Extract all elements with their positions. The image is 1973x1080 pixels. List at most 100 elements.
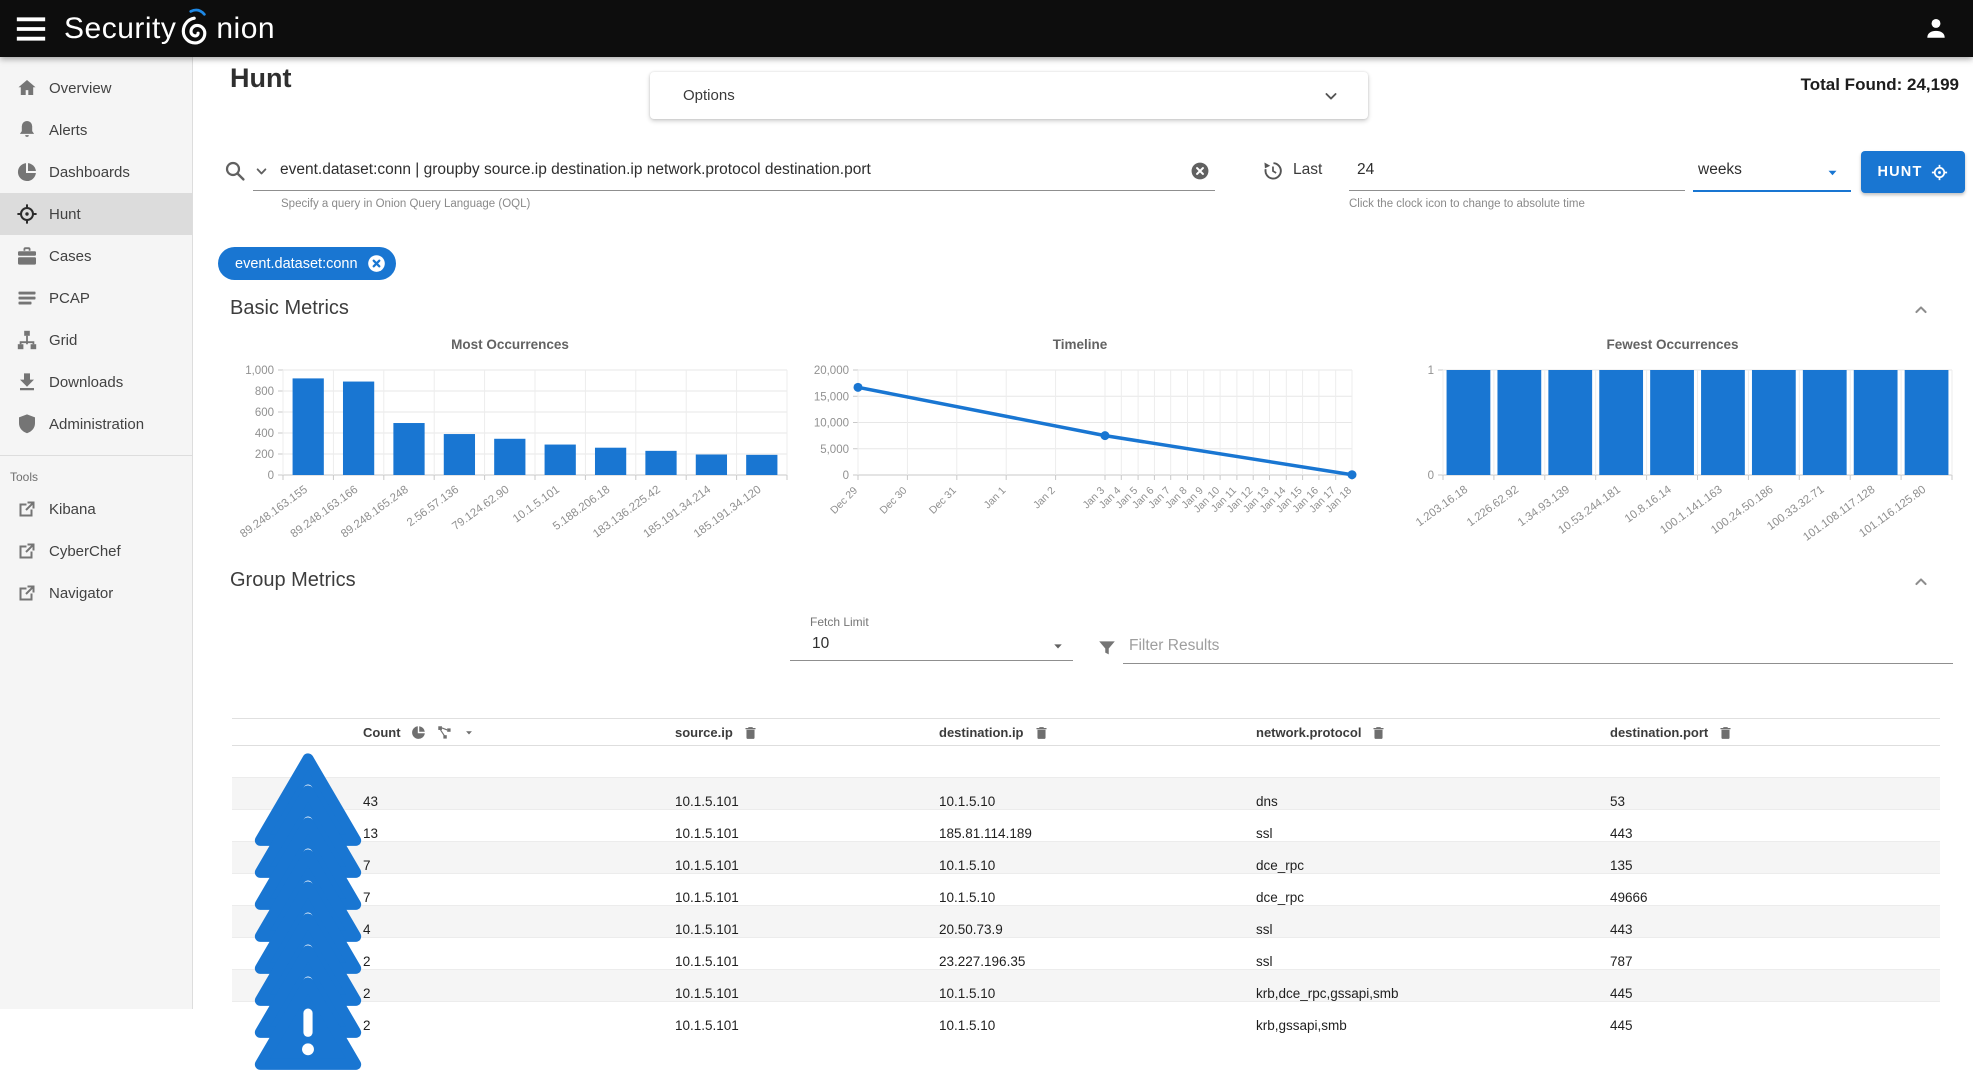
menu-icon[interactable]: [8, 9, 54, 49]
cell-network.protocol[interactable]: ssl: [1256, 954, 1610, 969]
bar-183.136.225.42[interactable]: [645, 451, 676, 475]
cell-destination.ip[interactable]: 10.1.5.10: [939, 794, 1256, 809]
cell-Count[interactable]: 13: [363, 826, 675, 841]
cell-Count[interactable]: 7: [363, 890, 675, 905]
fetch-limit-caret-icon[interactable]: [1049, 637, 1067, 655]
bar-89.248.163.166[interactable]: [343, 382, 374, 475]
cell-Count[interactable]: 2: [363, 1018, 675, 1033]
trash-icon[interactable]: [1370, 724, 1387, 741]
sidebar-item-pcap[interactable]: PCAP: [0, 277, 192, 319]
cell-network.protocol[interactable]: dns: [1256, 794, 1610, 809]
cell-source.ip[interactable]: 10.1.5.101: [675, 890, 939, 905]
collapse-chevron-up-icon[interactable]: [1910, 571, 1932, 593]
bar-185.191.34.214[interactable]: [696, 455, 727, 475]
trash-icon[interactable]: [1717, 724, 1734, 741]
column-header-source.ip[interactable]: source.ip: [675, 724, 939, 741]
trash-icon[interactable]: [1717, 724, 1734, 741]
cell-Count[interactable]: 2: [363, 986, 675, 1001]
cell-Count[interactable]: 43: [363, 794, 675, 809]
cell-Count[interactable]: 4: [363, 922, 675, 937]
sidebar-item-downloads[interactable]: Downloads: [0, 361, 192, 403]
cell-source.ip[interactable]: 10.1.5.101: [675, 922, 939, 937]
bar-101.116.125.80[interactable]: [1905, 370, 1949, 475]
cell-network.protocol[interactable]: dce_rpc: [1256, 858, 1610, 873]
sidebar-tool-cyberchef[interactable]: CyberChef: [0, 530, 192, 572]
bar-79.124.62.90[interactable]: [494, 439, 525, 475]
sidebar-tool-navigator[interactable]: Navigator: [0, 572, 192, 614]
pie-chart-icon[interactable]: [410, 724, 427, 741]
bar-2.56.57.136[interactable]: [444, 434, 475, 475]
chip-close-icon[interactable]: [366, 253, 387, 274]
graph-icon[interactable]: [436, 724, 453, 741]
cell-Count[interactable]: 7: [363, 858, 675, 873]
cell-source.ip[interactable]: 10.1.5.101: [675, 954, 939, 969]
sidebar-item-cases[interactable]: Cases: [0, 235, 192, 277]
collapse-chevron-up-icon[interactable]: [1910, 299, 1932, 321]
options-panel[interactable]: Options: [650, 72, 1368, 119]
cell-source.ip[interactable]: 10.1.5.101: [675, 1018, 939, 1033]
data-point-Dec 29[interactable]: [854, 383, 863, 392]
cell-destination.ip[interactable]: 20.50.73.9: [939, 922, 1256, 937]
cell-source.ip[interactable]: 10.1.5.101: [675, 858, 939, 873]
bar-101.108.117.128[interactable]: [1854, 370, 1898, 475]
cell-source.ip[interactable]: 10.1.5.101: [675, 794, 939, 809]
sidebar-item-administration[interactable]: Administration: [0, 403, 192, 445]
hunt-button[interactable]: HUNT: [1861, 151, 1965, 193]
sidebar-item-overview[interactable]: Overview: [0, 67, 192, 109]
cell-Count[interactable]: 2: [363, 954, 675, 969]
bar-100.24.50.186[interactable]: [1752, 370, 1796, 475]
bar-89.248.165.248[interactable]: [393, 423, 424, 475]
cell-destination.ip[interactable]: 10.1.5.10: [939, 986, 1256, 1001]
query-history-chevron-icon[interactable]: [253, 163, 270, 180]
cell-destination.port[interactable]: 443: [1610, 922, 1940, 937]
fetch-limit-select[interactable]: 10: [812, 635, 829, 653]
cell-destination.port[interactable]: 49666: [1610, 890, 1940, 905]
time-unit-select[interactable]: weeks: [1698, 161, 1742, 179]
cell-source.ip[interactable]: 10.1.5.101: [675, 986, 939, 1001]
trash-icon[interactable]: [1033, 724, 1050, 741]
bar-89.248.163.155[interactable]: [293, 378, 324, 475]
bar-10.53.244.181[interactable]: [1599, 370, 1643, 475]
cell-destination.port[interactable]: 445: [1610, 986, 1940, 1001]
cell-destination.port[interactable]: 135: [1610, 858, 1940, 873]
bar-100.1.141.163[interactable]: [1701, 370, 1745, 475]
trash-icon[interactable]: [742, 724, 759, 741]
caret-down-icon[interactable]: [462, 724, 476, 741]
graph-icon[interactable]: [436, 724, 453, 741]
column-header-destination.port[interactable]: destination.port: [1610, 724, 1940, 741]
cell-destination.port[interactable]: 53: [1610, 794, 1940, 809]
bar-185.191.34.120[interactable]: [746, 455, 777, 475]
clear-query-icon[interactable]: [1189, 160, 1211, 182]
time-unit-caret-icon[interactable]: [1823, 163, 1842, 182]
column-header-destination.ip[interactable]: destination.ip: [939, 724, 1256, 741]
sidebar-tool-kibana[interactable]: Kibana: [0, 488, 192, 530]
warning-triangle-icon[interactable]: [253, 970, 363, 1080]
cell-destination.port[interactable]: 787: [1610, 954, 1940, 969]
cell-destination.ip[interactable]: 185.81.114.189: [939, 826, 1256, 841]
data-point-Jan 18[interactable]: [1348, 470, 1357, 479]
clock-history-icon[interactable]: [1261, 159, 1284, 182]
trash-icon[interactable]: [742, 724, 759, 741]
bar-5.188.206.18[interactable]: [595, 448, 626, 475]
cell-network.protocol[interactable]: ssl: [1256, 826, 1610, 841]
cell-network.protocol[interactable]: ssl: [1256, 922, 1610, 937]
time-value-input[interactable]: 24: [1357, 161, 1374, 179]
cell-network.protocol[interactable]: krb,gssapi,smb: [1256, 1018, 1610, 1033]
cell-source.ip[interactable]: 10.1.5.101: [675, 826, 939, 841]
bar-100.33.32.71[interactable]: [1803, 370, 1847, 475]
cell-destination.port[interactable]: 443: [1610, 826, 1940, 841]
filter-chip[interactable]: event.dataset:conn: [218, 247, 396, 280]
bar-1.226.62.92[interactable]: [1497, 370, 1541, 475]
cell-destination.ip[interactable]: 10.1.5.10: [939, 1018, 1256, 1033]
bar-1.203.16.18[interactable]: [1447, 370, 1491, 475]
bar-1.34.93.139[interactable]: [1548, 370, 1592, 475]
cell-destination.ip[interactable]: 10.1.5.10: [939, 890, 1256, 905]
trash-icon[interactable]: [1033, 724, 1050, 741]
caret-down-icon[interactable]: [462, 724, 476, 741]
query-input[interactable]: event.dataset:conn | groupby source.ip d…: [280, 161, 871, 179]
bar-10.1.5.101[interactable]: [545, 445, 576, 475]
sidebar-item-alerts[interactable]: Alerts: [0, 109, 192, 151]
chip-close-icon[interactable]: [366, 253, 387, 274]
trash-icon[interactable]: [1370, 724, 1387, 741]
